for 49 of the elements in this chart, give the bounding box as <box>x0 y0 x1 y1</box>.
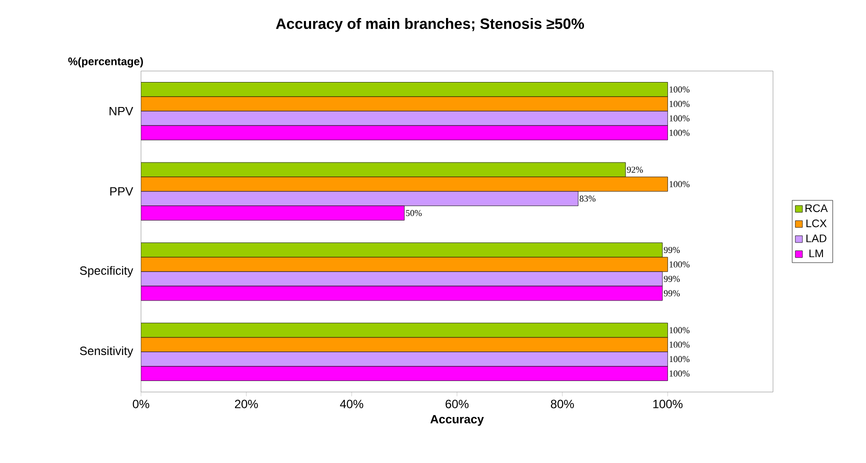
x-tick-label: 40% <box>340 400 364 408</box>
data-label: 50% <box>406 210 422 216</box>
bar <box>141 96 668 112</box>
data-label: 99% <box>664 276 680 282</box>
data-label: 99% <box>664 246 680 254</box>
bar <box>141 110 668 126</box>
y-tick-label: NPV <box>110 107 134 116</box>
legend-label: LM <box>809 250 823 258</box>
bar <box>141 82 668 97</box>
bar <box>141 125 668 140</box>
data-label: 92% <box>627 166 643 173</box>
data-label: 100% <box>670 342 690 348</box>
x-tick-label: 100% <box>653 400 683 408</box>
legend-label: LCX <box>806 219 827 228</box>
data-label: 99% <box>664 290 680 296</box>
x-tick-label: 0% <box>132 400 150 408</box>
chart-title: Accuracy of main branches; Stenosis ≥50% <box>276 18 584 32</box>
data-label: 100% <box>670 261 690 268</box>
data-label: 100% <box>670 86 690 93</box>
data-label: 100% <box>670 356 690 362</box>
bar <box>141 256 668 272</box>
bar <box>141 271 663 286</box>
bar <box>141 322 668 338</box>
data-label: 83% <box>580 196 596 202</box>
bar <box>141 366 668 381</box>
bar <box>141 206 405 220</box>
x-axis-title: Accuracy <box>430 415 484 426</box>
legend-label: RCA <box>806 204 828 212</box>
y-tick-label: Specificity <box>80 266 134 278</box>
data-label: 100% <box>670 115 690 122</box>
bar <box>141 286 663 301</box>
x-tick-label: 60% <box>446 400 469 408</box>
data-label: 100% <box>670 327 690 334</box>
x-tick-label: 20% <box>234 400 258 408</box>
bar <box>141 337 668 352</box>
y-axis-title: %(percentage) <box>68 57 143 68</box>
y-tick-label: Sensitivity <box>80 346 134 358</box>
data-label: 100% <box>670 370 690 377</box>
bar <box>141 176 668 192</box>
bar <box>141 162 626 178</box>
bar <box>141 191 578 206</box>
y-tick-label: PPV <box>110 187 134 196</box>
bar <box>141 242 663 258</box>
data-label: 100% <box>670 130 690 136</box>
data-label: 100% <box>670 100 690 107</box>
x-tick-label: 80% <box>550 400 574 408</box>
data-label: 100% <box>670 181 690 188</box>
bar <box>141 352 668 367</box>
legend-label: LAD <box>806 234 826 242</box>
